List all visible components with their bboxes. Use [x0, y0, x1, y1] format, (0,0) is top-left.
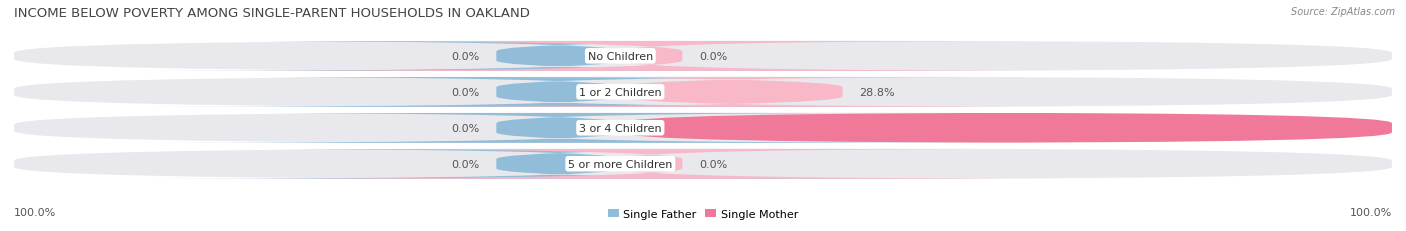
Text: Source: ZipAtlas.com: Source: ZipAtlas.com — [1291, 7, 1395, 17]
FancyBboxPatch shape — [138, 42, 979, 72]
Text: 3 or 4 Children: 3 or 4 Children — [579, 123, 662, 133]
Text: 0.0%: 0.0% — [699, 159, 727, 169]
Text: 100.0%: 100.0% — [1350, 207, 1392, 217]
FancyBboxPatch shape — [620, 113, 1392, 143]
FancyBboxPatch shape — [200, 42, 1102, 72]
FancyBboxPatch shape — [138, 149, 979, 179]
FancyBboxPatch shape — [14, 42, 1392, 72]
Text: 100.0%: 100.0% — [14, 207, 56, 217]
Text: 0.0%: 0.0% — [699, 52, 727, 62]
Legend: Single Father, Single Mother: Single Father, Single Mother — [603, 204, 803, 223]
FancyBboxPatch shape — [360, 77, 1102, 107]
Text: 0.0%: 0.0% — [451, 52, 479, 62]
Text: No Children: No Children — [588, 52, 652, 62]
Text: 0.0%: 0.0% — [451, 87, 479, 97]
FancyBboxPatch shape — [138, 77, 979, 107]
FancyBboxPatch shape — [138, 113, 979, 143]
Text: 0.0%: 0.0% — [451, 123, 479, 133]
Text: 5 or more Children: 5 or more Children — [568, 159, 672, 169]
FancyBboxPatch shape — [14, 149, 1392, 179]
Text: INCOME BELOW POVERTY AMONG SINGLE-PARENT HOUSEHOLDS IN OAKLAND: INCOME BELOW POVERTY AMONG SINGLE-PARENT… — [14, 7, 530, 20]
FancyBboxPatch shape — [14, 113, 1392, 143]
FancyBboxPatch shape — [14, 77, 1392, 107]
Text: 28.8%: 28.8% — [859, 87, 894, 97]
FancyBboxPatch shape — [200, 149, 1102, 179]
Text: 1 or 2 Children: 1 or 2 Children — [579, 87, 662, 97]
Text: 0.0%: 0.0% — [451, 159, 479, 169]
